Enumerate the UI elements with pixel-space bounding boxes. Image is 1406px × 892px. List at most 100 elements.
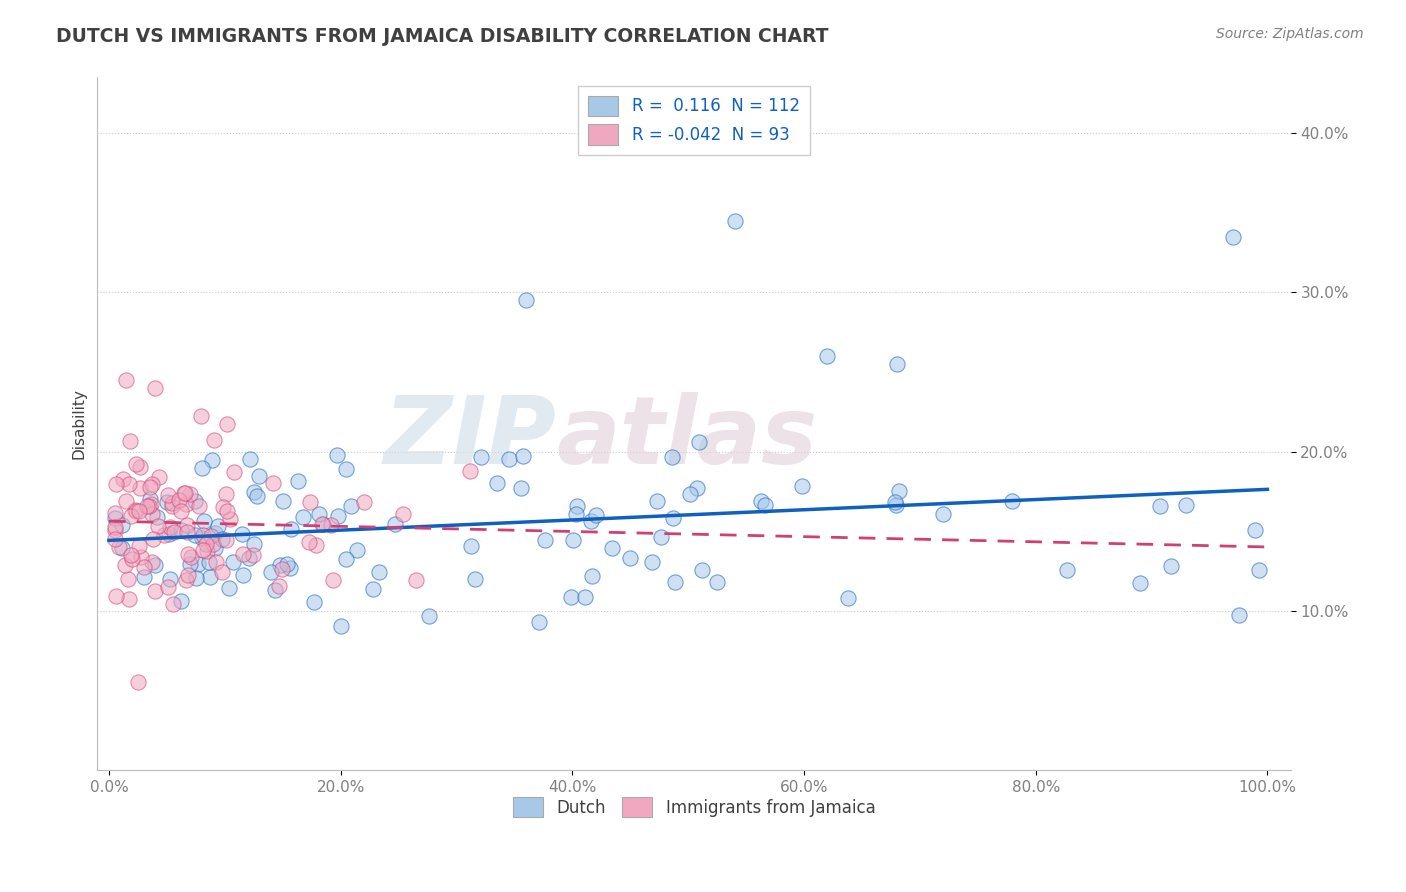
Point (460, 539, 482, 553)
Point (392, 507, 415, 521)
Point (129, 482, 152, 496)
Point (125, 504, 148, 518)
Point (1001, 493, 1024, 508)
Point (222, 555, 245, 569)
Point (686, 481, 709, 495)
Point (512, 449, 534, 463)
Point (650, 530, 672, 544)
Point (260, 565, 283, 579)
Point (118, 434, 141, 449)
Point (887, 484, 910, 499)
Point (174, 485, 197, 500)
Point (104, 523, 127, 537)
Point (1174, 498, 1197, 512)
Point (527, 615, 550, 630)
Point (749, 494, 772, 508)
Point (815, 349, 838, 363)
Point (204, 541, 226, 556)
Point (384, 516, 406, 531)
Point (560, 590, 582, 604)
Point (191, 531, 214, 545)
Point (156, 495, 179, 509)
Point (486, 475, 509, 490)
Point (271, 562, 294, 576)
Point (115, 493, 138, 508)
Point (661, 450, 683, 464)
Point (142, 532, 165, 546)
Text: ZIP: ZIP (384, 392, 557, 483)
Point (111, 472, 134, 486)
Point (585, 508, 607, 523)
Point (157, 487, 180, 501)
Point (104, 520, 127, 534)
Point (201, 537, 224, 551)
Point (302, 595, 325, 609)
Point (247, 469, 270, 483)
Point (159, 573, 181, 587)
Point (271, 494, 294, 508)
Point (176, 518, 198, 533)
Point (157, 527, 180, 541)
Point (1222, 229, 1244, 244)
Point (1160, 558, 1182, 573)
Point (215, 417, 238, 431)
Point (187, 557, 209, 571)
Point (418, 608, 440, 623)
Point (298, 495, 321, 509)
Point (579, 514, 602, 528)
Point (167, 492, 190, 507)
Point (201, 452, 224, 467)
Point (305, 538, 328, 552)
Point (114, 558, 136, 573)
Point (1227, 607, 1250, 622)
Point (574, 590, 596, 604)
Point (202, 433, 225, 447)
Point (177, 547, 200, 561)
Point (367, 566, 389, 580)
Point (197, 555, 219, 569)
Point (688, 435, 710, 450)
Point (510, 482, 533, 496)
Point (135, 499, 157, 513)
Point (232, 547, 254, 561)
Point (146, 519, 169, 533)
Point (790, 479, 813, 493)
Point (159, 520, 181, 534)
Point (152, 527, 174, 541)
Point (180, 550, 202, 565)
Point (128, 504, 150, 518)
Point (224, 465, 246, 479)
Point (212, 500, 235, 514)
Point (353, 494, 375, 508)
Point (498, 452, 520, 467)
Point (170, 594, 193, 608)
Point (311, 517, 333, 532)
Point (291, 510, 314, 524)
Point (174, 497, 197, 511)
Point (160, 499, 183, 513)
Text: Source: ZipAtlas.com: Source: ZipAtlas.com (1216, 27, 1364, 41)
Point (464, 572, 486, 586)
Point (111, 517, 134, 532)
Point (329, 619, 352, 633)
Point (169, 523, 191, 537)
Point (179, 558, 201, 572)
Point (143, 381, 166, 395)
Point (706, 574, 728, 589)
Point (405, 574, 427, 588)
Text: DUTCH VS IMMIGRANTS FROM JAMAICA DISABILITY CORRELATION CHART: DUTCH VS IMMIGRANTS FROM JAMAICA DISABIL… (56, 27, 828, 45)
Point (458, 464, 481, 478)
Point (204, 555, 226, 569)
Point (335, 462, 357, 476)
Point (104, 532, 127, 546)
Point (218, 512, 240, 526)
Point (139, 491, 162, 506)
Point (308, 507, 330, 521)
Point (886, 357, 908, 371)
Point (218, 581, 240, 595)
Point (239, 452, 262, 467)
Point (883, 495, 905, 509)
Point (156, 580, 179, 594)
Point (115, 373, 138, 387)
Point (204, 526, 226, 541)
